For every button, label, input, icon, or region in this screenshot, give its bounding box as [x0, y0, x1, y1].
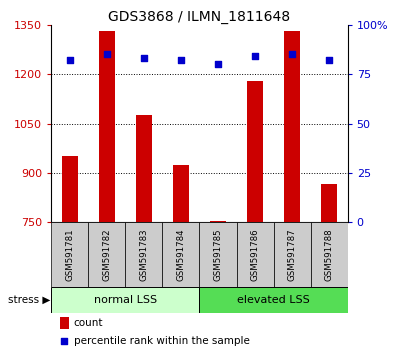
Bar	[88, 222, 126, 287]
Text: GSM591785: GSM591785	[213, 228, 222, 281]
Point	[67, 57, 73, 63]
Text: stress ▶: stress ▶	[8, 295, 51, 305]
Title: GDS3868 / ILMN_1811648: GDS3868 / ILMN_1811648	[108, 10, 291, 24]
Text: GSM591787: GSM591787	[288, 228, 297, 281]
Bar	[199, 222, 237, 287]
Point	[141, 56, 147, 61]
Point	[326, 57, 332, 63]
Point	[178, 57, 184, 63]
Text: elevated LSS: elevated LSS	[237, 295, 310, 305]
Bar	[60, 318, 69, 329]
Bar	[135, 115, 152, 222]
Text: count: count	[73, 318, 103, 328]
Bar	[199, 287, 348, 313]
Bar	[321, 184, 337, 222]
Point	[252, 53, 258, 59]
Text: percentile rank within the sample: percentile rank within the sample	[73, 336, 250, 346]
Point	[104, 52, 110, 57]
Bar	[162, 222, 199, 287]
Bar	[126, 222, 162, 287]
Bar	[51, 287, 199, 313]
Bar	[99, 32, 115, 222]
Text: GSM591782: GSM591782	[102, 228, 111, 281]
Bar	[237, 222, 274, 287]
Bar	[210, 221, 226, 222]
Bar	[62, 156, 78, 222]
Bar	[173, 165, 189, 222]
Text: normal LSS: normal LSS	[94, 295, 157, 305]
Text: GSM591784: GSM591784	[177, 228, 186, 281]
Text: GSM591788: GSM591788	[325, 228, 334, 281]
Text: GSM591781: GSM591781	[65, 228, 74, 281]
Bar	[284, 32, 300, 222]
Text: GSM591786: GSM591786	[250, 228, 260, 281]
Bar	[51, 222, 88, 287]
Text: GSM591783: GSM591783	[139, 228, 149, 281]
Bar	[247, 81, 263, 222]
Bar	[274, 222, 310, 287]
Point	[215, 62, 221, 67]
Bar	[310, 222, 348, 287]
Point	[289, 52, 295, 57]
Point	[61, 338, 68, 344]
